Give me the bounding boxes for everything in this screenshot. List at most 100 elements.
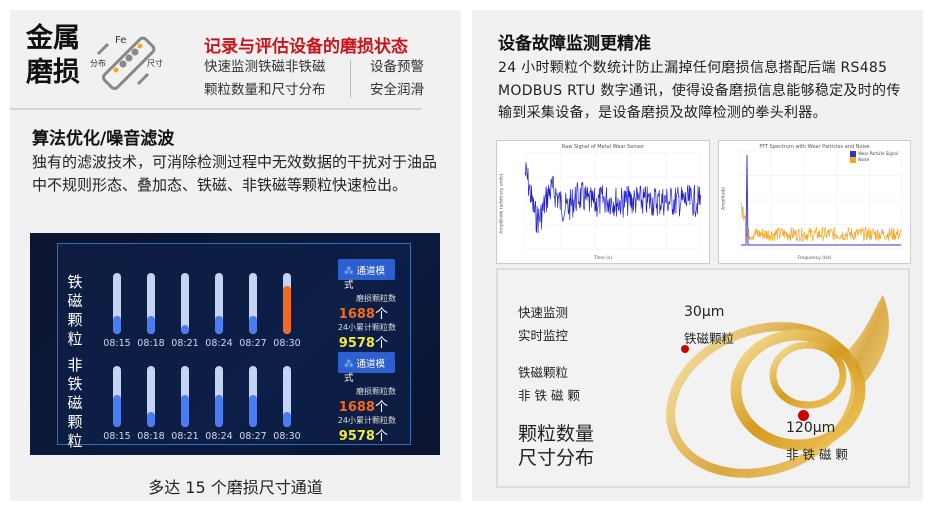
channel-bar-fill <box>181 394 189 427</box>
unit: 个 <box>374 307 388 322</box>
channel-mode-label: 通道模式 <box>344 359 386 384</box>
channel-bar <box>113 273 121 334</box>
dashboard-image: 铁磁颗粒 08:15 08:18 08:21 08:24 08:27 08:30 ⁂ 通道模式… <box>30 233 440 455</box>
unit: 个 <box>374 400 388 415</box>
channel-mode-button[interactable]: ⁂ 通道模式 <box>338 259 395 291</box>
ferrous-marker <box>681 345 689 353</box>
right-panel: 设备故障监测更精准 24 小时颗粒个数统计防止漏掉任何磨损信息搭配后端 RS48… <box>472 10 923 501</box>
channel-bar-fill <box>283 411 291 427</box>
legend: Wear Particle Signal Noise <box>850 151 898 163</box>
size-label: 尺寸 <box>147 58 163 68</box>
channel-bar <box>283 366 291 427</box>
count-label: 磨损颗粒数 <box>356 387 396 396</box>
row-label: 非铁磁颗粒 <box>67 356 83 450</box>
time-label: 08:15 <box>103 338 131 349</box>
list-item: 实时监控 <box>518 328 569 343</box>
channel-mode-button[interactable]: ⁂ 通道模式 <box>338 352 395 384</box>
wear-count-value: 1688 <box>338 400 375 415</box>
title-line1: 金属 <box>26 23 80 54</box>
channel-bar <box>215 273 223 334</box>
wear-signal-line <box>741 154 901 246</box>
total-count: 9578个 <box>298 425 388 444</box>
noise-line <box>740 201 902 242</box>
channel-icon: ⁂ <box>344 359 354 370</box>
time-label: 08:27 <box>239 431 267 442</box>
chart-title: FFT Spectrum with Wear Particles and Noi… <box>759 144 870 150</box>
features-b: 设备预警 安全润滑 <box>370 56 424 102</box>
time-label: 08:30 <box>273 431 301 442</box>
list-item: 快速监测 <box>518 305 569 320</box>
time-label: 08:18 <box>137 431 165 442</box>
channel-bar <box>215 366 223 427</box>
channel-bar <box>113 366 121 427</box>
channel-bar-fill <box>147 315 155 334</box>
channel-bar <box>249 366 257 427</box>
legend-wear: Wear Particle Signal <box>850 151 898 157</box>
y-axis-label: Amplitude (arbitrary units) <box>499 173 505 234</box>
marker1-size: 30μm <box>684 304 725 320</box>
list-item: 铁磁颗粒 <box>518 365 569 380</box>
count-label: 磨损颗粒数 <box>356 294 396 303</box>
channel-bar-fill <box>181 324 189 334</box>
channel-bar <box>181 273 189 334</box>
wear-count: 1688个 <box>298 396 388 415</box>
time-label: 08:18 <box>137 338 165 349</box>
time-label: 08:24 <box>205 338 233 349</box>
signal-line <box>524 162 702 234</box>
channel-bar <box>181 366 189 427</box>
distribution-label: 分布 <box>90 58 106 68</box>
title-line2: 磨损 <box>26 57 80 88</box>
right-title: 设备故障监测更精准 <box>498 34 651 54</box>
channel-bar-fill <box>113 315 121 334</box>
time-label: 08:24 <box>205 431 233 442</box>
fft-spectrum-chart: FFT Spectrum with Wear Particles and Noi… <box>718 140 911 264</box>
big-label: 颗粒数量 <box>518 423 595 445</box>
feature-item: 安全润滑 <box>370 82 424 98</box>
section-text: 独有的滤波技术，可消除检测过程中无效数据的干扰对于油品中不规则形态、叠加态、铁磁… <box>32 153 438 194</box>
fe-label: Fe <box>115 35 126 46</box>
nonferrous-marker <box>798 410 809 421</box>
list-item: 非 铁 磁 颗 <box>518 388 580 403</box>
channel-bar <box>147 273 155 334</box>
caption: 多达 15 个磨损尺寸通道 <box>148 478 323 497</box>
feature-item: 快速监测铁磁非铁磁 <box>204 59 326 75</box>
divider <box>350 60 351 98</box>
x-axis-label: Frequency (Hz) <box>797 256 832 261</box>
x-axis-label: Time (s) <box>593 256 613 261</box>
time-label: 08:21 <box>171 431 199 442</box>
total-count-value: 9578 <box>338 429 375 444</box>
wear-count-value: 1688 <box>338 307 375 322</box>
total-label: 24小累计颗粒数 <box>337 416 396 425</box>
total-count: 9578个 <box>298 332 388 351</box>
section-title: 算法优化/噪音滤波 <box>32 129 175 149</box>
feature-item: 颗粒数量和尺寸分布 <box>204 82 326 98</box>
channel-icon: ⁂ <box>344 266 354 277</box>
feature-item: 设备预警 <box>370 59 424 75</box>
row-label: 铁磁颗粒 <box>67 273 83 348</box>
channel-bar-fill <box>113 394 121 427</box>
oil-swirl-graphic <box>666 295 889 478</box>
legend-noise: Noise <box>850 157 898 163</box>
channel-bar-fill <box>215 394 223 427</box>
total-label: 24小累计颗粒数 <box>337 323 396 332</box>
features-a: 快速监测铁磁非铁磁 颗粒数量和尺寸分布 <box>204 56 326 102</box>
unit: 个 <box>374 336 388 351</box>
chart-title: Raw Signal of Metal Wear Sensor <box>561 144 645 150</box>
channel-bar <box>249 273 257 334</box>
marker2-size: 120μm <box>786 420 836 436</box>
channel-bar-fill <box>147 411 155 427</box>
y-axis-label: Amplitude <box>721 186 727 211</box>
headline: 记录与评估设备的磨损状态 <box>204 37 408 57</box>
oil-particle-image: 30μm 铁磁颗粒 120μm 非 铁 磁 颗 快速监测 实时监控 铁磁颗粒 非… <box>496 268 910 488</box>
channel-mode-label: 通道模式 <box>344 266 386 291</box>
marker2-label: 非 铁 磁 颗 <box>786 447 848 462</box>
time-label: 08:30 <box>273 338 301 349</box>
wear-count: 1688个 <box>298 303 388 322</box>
channel-bar-fill <box>283 286 291 334</box>
time-label: 08:15 <box>103 431 131 442</box>
big-label: 尺寸分布 <box>518 447 595 469</box>
raw-signal-chart: Raw Signal of Metal Wear Sensor Time (s)… <box>496 140 710 264</box>
channel-bar <box>283 273 291 334</box>
total-count-value: 9578 <box>338 336 375 351</box>
marker1-label: 铁磁颗粒 <box>684 331 735 346</box>
